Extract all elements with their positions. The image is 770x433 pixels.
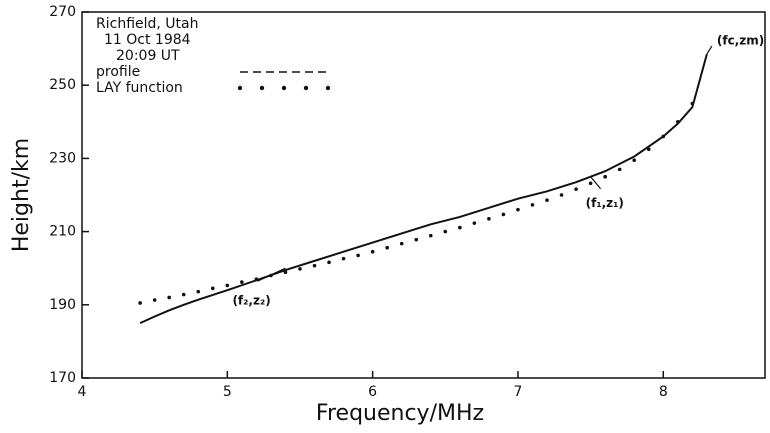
lay-dot [603,174,607,179]
lay-dot [588,181,593,186]
lay-dot [385,245,389,250]
lay-dot [327,260,331,265]
legend-subtitle: 11 Oct 1984 [104,32,191,48]
lay-dot [443,229,448,234]
lay-dot [472,221,477,225]
lay-dot [399,241,404,246]
legend-subtitle: 20:09 UT [116,48,180,64]
lay-dot [690,101,695,106]
lay-dot [414,237,419,242]
legend-swatch [237,85,243,91]
lay-dot [676,120,680,124]
lay-dot [458,225,462,230]
x-tick-label: 7 [513,384,522,400]
lay-dot [574,187,578,191]
y-tick-label: 170 [49,370,76,386]
lay-dot [487,216,491,221]
annotation-leader [257,267,286,282]
profile-line [139,53,708,325]
y-tick-label: 210 [49,224,76,240]
legend-swatch [259,85,265,91]
lay-dot [530,203,535,207]
legend-swatch [281,85,287,91]
lay-dot [225,283,230,288]
lay-dot [516,207,520,212]
x-tick-label: 4 [78,384,87,400]
annotation: (fc,zm) [717,34,764,48]
x-tick-label: 6 [368,384,377,400]
annotation-leader [590,176,602,190]
plot-frame [81,11,766,379]
lay-dot [298,267,302,271]
y-tick-label: 190 [49,297,76,313]
lay-dot [312,263,317,268]
legend-title: Richfield, Utah [96,16,198,32]
annotation: (f₂,z₂) [232,294,270,308]
lay-dot [545,198,549,202]
lay-dot [617,167,622,172]
lay-dot [196,289,201,294]
lay-dot [167,295,171,300]
y-axis-label: Height/km [9,138,34,252]
lay-dot [254,277,259,281]
x-axis-label: Frequency/MHz [316,401,484,426]
y-tick-label: 250 [49,77,76,93]
lay-dot [646,147,651,152]
x-tick-label: 8 [659,384,668,400]
lay-dot [632,158,637,163]
lay-dot [370,249,375,254]
lay-dot [559,193,564,197]
y-tick-label: 230 [49,150,76,166]
lay-dot [428,233,433,238]
lay-dot [341,256,346,261]
lay-dot [138,301,142,305]
legend-swatch [325,85,331,91]
legend-label: profile [96,64,140,80]
lay-dot [181,292,186,297]
lay-dot [283,270,288,275]
lay-dot [152,298,157,302]
legend-label: LAY function [96,80,183,96]
legend-swatch [303,85,309,91]
y-tick-label: 270 [49,4,76,20]
lay-dot [356,253,360,258]
annotation-leader [706,45,713,55]
annotation: (f₁,z₁) [586,196,624,210]
lay-dot [210,286,215,291]
lay-dot [240,280,244,284]
lay-dot [661,134,666,139]
lay-dot [501,212,506,217]
x-tick-label: 5 [223,384,232,400]
